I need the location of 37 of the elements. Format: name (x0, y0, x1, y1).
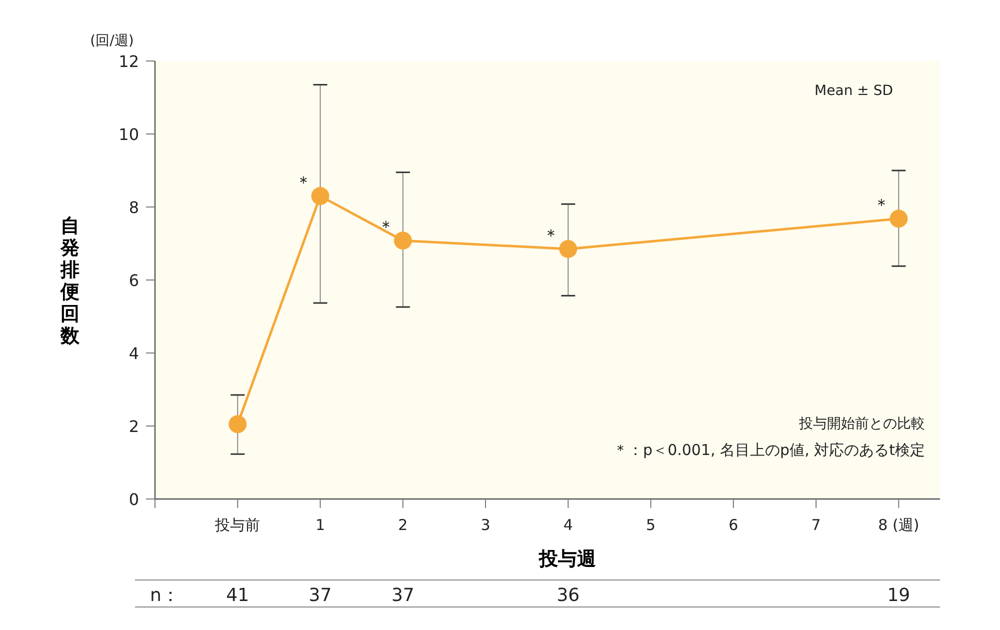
annotation: ＊ (377, 218, 394, 238)
point (311, 187, 330, 206)
x-axis-title: 投与週 (538, 548, 596, 570)
point (890, 210, 908, 228)
annotation: ＊ (873, 196, 890, 216)
x-tick-label: 投与前 (214, 516, 260, 534)
point (559, 240, 578, 258)
text: 19 (887, 585, 910, 606)
y-axis-title: 自発排便回数 (60, 215, 80, 347)
text: 37 (391, 585, 414, 606)
x-tick-label: 7 (811, 516, 821, 534)
x-tick-label: 1 (315, 516, 326, 534)
text: n： (150, 585, 180, 606)
annotation: ＊：p＜0.001, 名目上のp値, 対応のあるt検定 (613, 441, 925, 459)
text: (回/週) (90, 33, 134, 49)
y-tick-label: 8 (128, 198, 139, 217)
x-tick-label: 2 (398, 516, 408, 534)
point (394, 232, 412, 250)
annotation: Mean ± SD (814, 83, 893, 99)
point (228, 415, 247, 434)
annotation: 投与開始前との比較 (798, 416, 925, 432)
annotation: ＊ (294, 173, 312, 194)
text: 36 (556, 585, 580, 606)
y-tick-label: 6 (128, 271, 139, 290)
x-tick-label: 3 (480, 516, 490, 534)
y-tick-label: 12 (118, 52, 139, 71)
y-tick-label: 0 (128, 490, 139, 509)
text: 41 (226, 585, 250, 606)
x-tick-label: 4 (563, 516, 573, 534)
x-tick-label: 5 (646, 516, 656, 534)
x-tick-label: 6 (728, 516, 738, 534)
text: 37 (308, 585, 332, 606)
y-tick-label: 2 (128, 417, 139, 436)
y-tick-label: 4 (128, 344, 139, 363)
annotation: ＊ (542, 226, 560, 246)
x-tick-label: 8 (週) (878, 516, 920, 534)
y-tick-label: 10 (118, 125, 139, 144)
